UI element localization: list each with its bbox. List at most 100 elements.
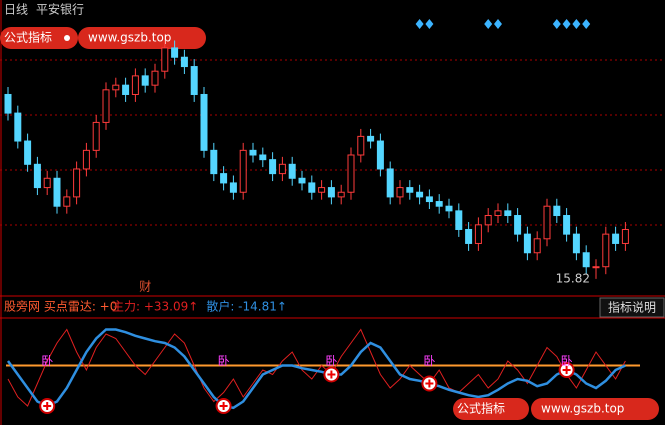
candle-body — [43, 177, 51, 189]
candle-body — [161, 47, 169, 72]
candle-body — [592, 266, 600, 269]
signal-diamond — [552, 19, 561, 29]
candle-body — [151, 70, 159, 86]
watermark-url: www.gszb.top — [541, 402, 624, 416]
watermark-tag-bg — [453, 398, 529, 420]
watermark-dot — [64, 35, 70, 41]
help-button[interactable] — [599, 297, 665, 318]
candle-body — [455, 210, 463, 230]
candle-body — [376, 140, 384, 170]
candle-body — [563, 215, 571, 235]
candle-body — [278, 163, 286, 175]
candle-body — [435, 201, 443, 207]
candle-body — [200, 93, 208, 151]
legend-readout: 散户: -14.81↑ — [206, 299, 287, 314]
candle-body — [386, 168, 394, 198]
watermark-tag-bg — [0, 27, 78, 49]
legend-readout: 主力: +33.09↑ — [112, 300, 198, 314]
candle-body — [308, 182, 316, 193]
signal-diamond — [494, 19, 502, 29]
candle-body — [484, 215, 492, 226]
candle-body — [33, 163, 41, 189]
watermark-url: www.gszb.top — [88, 31, 171, 45]
help-button-label[interactable]: 指标说明 — [608, 300, 656, 315]
watermark-url-bg — [78, 27, 206, 49]
buy-signal-cross — [219, 402, 228, 410]
candle-body — [4, 93, 12, 114]
watermark-tag: 公式指标 — [457, 401, 505, 416]
candle-body — [73, 168, 81, 198]
period: 日线 — [4, 3, 28, 17]
candle-body — [514, 215, 522, 235]
candle-body — [337, 191, 345, 198]
candle-body — [612, 233, 620, 244]
buy-signal-cross — [562, 366, 571, 374]
candle-body — [553, 205, 561, 217]
signal-diamond — [415, 19, 424, 29]
candle-body — [465, 228, 473, 244]
candle-body — [53, 177, 61, 207]
candle-body — [190, 66, 198, 95]
indicator-line — [6, 328, 626, 410]
signal-label: 卧 — [561, 354, 573, 368]
candle-body — [259, 154, 267, 161]
signal-diamond — [562, 19, 571, 29]
candle-body — [122, 84, 130, 95]
candle-body — [357, 135, 365, 156]
candle-body — [288, 163, 296, 179]
candle-body — [210, 149, 218, 175]
indicator-title: 股旁网 买点雷达: +0 — [4, 299, 117, 314]
grid — [0, 59, 665, 226]
signal-diamond — [572, 19, 581, 29]
signal-label: 卧 — [41, 354, 53, 368]
signal-diamond — [425, 19, 434, 29]
low-label: 15.82 — [556, 271, 590, 285]
buy-signal-cross — [327, 370, 336, 379]
event-label: 财 — [139, 280, 151, 294]
candle-body — [416, 191, 424, 198]
candle-body — [367, 135, 375, 142]
signal-diamond — [484, 19, 493, 29]
candle-body — [229, 182, 237, 193]
candle-body — [425, 196, 433, 203]
buy-signal-cross — [43, 402, 52, 410]
watermark-url-bg — [531, 398, 659, 420]
candle-body — [141, 75, 149, 86]
candle-body — [92, 121, 100, 151]
candle-body — [63, 196, 71, 207]
candle-body — [24, 140, 32, 165]
candle-body — [504, 210, 512, 217]
candle-body — [131, 75, 139, 95]
candle-body — [171, 47, 179, 58]
candle-body — [318, 187, 326, 193]
candle-body — [533, 238, 541, 254]
candle-body — [523, 233, 531, 254]
candle-body — [396, 187, 404, 198]
candle-body — [572, 233, 580, 254]
candle-body — [269, 159, 277, 175]
candle-body — [474, 224, 482, 244]
candle-body — [406, 187, 414, 193]
buy-signal-cross — [425, 379, 434, 388]
candle-body — [494, 210, 502, 217]
signal-label: 卧 — [218, 354, 230, 368]
signal-label: 卧 — [423, 354, 435, 368]
candle-body — [347, 154, 355, 193]
candle-body — [249, 149, 257, 156]
candle-body — [14, 112, 22, 142]
candle-body — [298, 177, 306, 184]
candle-body — [220, 173, 228, 184]
candle-body — [112, 84, 120, 91]
candle-body — [82, 149, 90, 170]
candle-body — [621, 228, 629, 244]
stock-name: 平安银行 — [36, 2, 84, 17]
candle-body — [180, 56, 188, 68]
signal-label: 卧 — [325, 354, 337, 368]
candle-body — [602, 233, 610, 268]
candle-body — [582, 252, 590, 268]
candle-body — [327, 187, 335, 198]
signal-diamond — [582, 19, 591, 29]
watermark-tag: 公式指标 — [4, 30, 52, 45]
